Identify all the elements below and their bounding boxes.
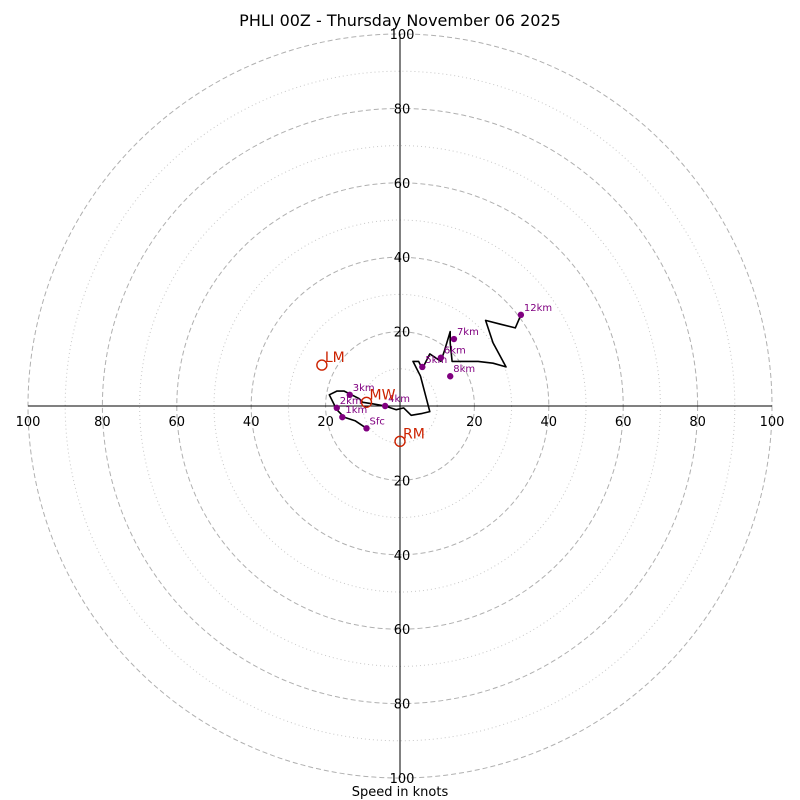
storm-motion-mw-marker	[360, 396, 373, 408]
x-tick-left-20: 20	[317, 415, 334, 430]
level-label-12km: 12km	[524, 303, 552, 314]
level-label-3km: 3km	[353, 383, 375, 394]
level-label-2km: 2km	[340, 396, 362, 407]
level-label-6km: 6km	[444, 346, 466, 357]
x-tick-left-80: 80	[94, 415, 111, 430]
tick-labels: 100 100 100 100 80 80 80 80 60 60 60 60 40 40 40 40 20 20…	[16, 28, 785, 787]
x-tick-right-100: 100	[760, 415, 785, 430]
level-label-5km: 5km	[425, 355, 447, 366]
level-point-5km	[419, 363, 426, 371]
level-point-7km	[450, 335, 458, 343]
level-point-4km	[381, 402, 389, 410]
x-axis-label: Speed in knots	[352, 785, 449, 800]
x-tick-left-100: 100	[16, 415, 41, 430]
level-point-6km	[437, 354, 445, 361]
level-point-3km	[346, 391, 353, 399]
x-tick-right-20: 20	[466, 415, 483, 430]
y-tick-top-60: 60	[394, 177, 411, 192]
y-tick-bottom-100: 100	[390, 772, 415, 787]
level-label-8km: 8km	[453, 364, 475, 375]
storm-motion-rm-marker	[394, 435, 406, 448]
x-tick-right-40: 40	[541, 415, 558, 430]
level-point-Sfc	[363, 425, 370, 432]
x-tick-right-80: 80	[689, 415, 706, 430]
y-tick-bottom-20: 20	[394, 474, 411, 489]
level-point-1km	[339, 413, 346, 421]
storm-motion-lm-label: LM	[325, 350, 345, 366]
x-tick-left-40: 40	[243, 415, 260, 430]
y-tick-top-40: 40	[394, 251, 411, 266]
level-point-12km	[517, 311, 525, 319]
x-tick-left-60: 60	[169, 415, 186, 430]
level-point-2km	[333, 404, 340, 412]
hodograph-trace	[328, 314, 522, 429]
hodograph-trace-group	[328, 314, 522, 429]
level-point-8km	[447, 373, 454, 380]
level-label-1km: 1km	[345, 405, 367, 416]
storm-motion-markers: LM MW RM	[316, 350, 425, 448]
y-tick-bottom-60: 60	[394, 623, 411, 638]
storm-motion-mw-label: MW	[370, 387, 396, 403]
level-label-4km: 4km	[388, 394, 410, 405]
y-tick-bottom-80: 80	[394, 698, 411, 713]
y-tick-top-80: 80	[394, 102, 411, 117]
x-tick-right-60: 60	[615, 415, 632, 430]
level-label-7km: 7km	[457, 327, 479, 338]
y-tick-top-20: 20	[394, 326, 411, 341]
y-tick-top-100: 100	[390, 28, 415, 43]
y-tick-bottom-40: 40	[394, 549, 411, 564]
storm-motion-rm-label: RM	[403, 426, 425, 442]
level-label-Sfc: Sfc	[370, 416, 385, 427]
storm-motion-lm-marker	[316, 359, 328, 371]
chart-title: PHLI 00Z - Thursday November 06 2025	[239, 11, 561, 30]
